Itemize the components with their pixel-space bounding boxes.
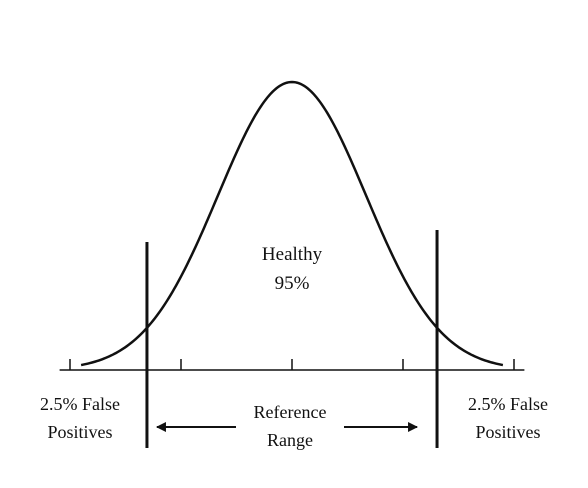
bell-curve <box>80 80 504 367</box>
reference-label: Reference <box>254 402 327 422</box>
right-positives-label: Positives <box>475 422 540 442</box>
range-label: Range <box>267 430 313 450</box>
left-false-positive-label: 2.5% False <box>40 394 120 414</box>
healthy-label: Healthy <box>262 244 323 265</box>
healthy-percent-label: 95% <box>275 273 310 294</box>
left-positives-label: Positives <box>47 422 112 442</box>
right-false-positive-label: 2.5% False <box>468 394 548 414</box>
x-axis-ticks <box>69 359 515 370</box>
